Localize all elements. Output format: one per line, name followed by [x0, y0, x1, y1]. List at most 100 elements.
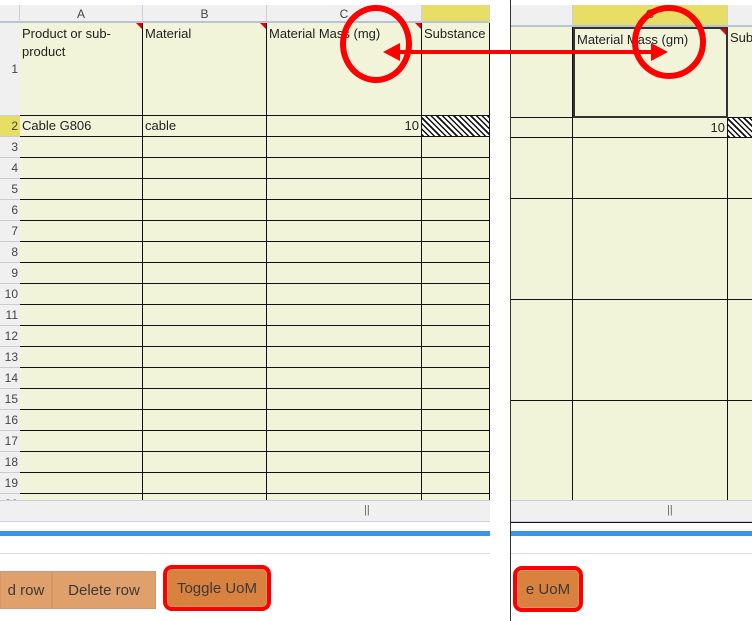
empty-cell[interactable] — [267, 200, 422, 221]
row-header-2[interactable] — [511, 118, 573, 138]
empty-cell[interactable] — [267, 158, 422, 179]
empty-cell[interactable] — [267, 368, 422, 389]
empty-cell[interactable] — [143, 200, 267, 221]
empty-cell[interactable] — [267, 410, 422, 431]
row-number[interactable]: 10 — [0, 284, 20, 305]
empty-cell[interactable] — [422, 200, 490, 221]
empty-cell[interactable] — [422, 431, 490, 452]
empty-cell[interactable] — [422, 284, 490, 305]
scroll-grip[interactable]: || — [667, 504, 673, 516]
empty-cell[interactable] — [267, 347, 422, 368]
row-header-1[interactable] — [511, 27, 573, 118]
empty-cell[interactable] — [20, 284, 143, 305]
header-cell-product[interactable]: Product or sub-product — [20, 23, 143, 116]
row-number[interactable]: 13 — [0, 347, 20, 368]
horizontal-scrollbar[interactable]: || — [511, 500, 752, 522]
empty-cell[interactable] — [143, 179, 267, 200]
empty-cell[interactable] — [143, 431, 267, 452]
row-number[interactable]: 12 — [0, 326, 20, 347]
empty-cell[interactable] — [267, 305, 422, 326]
empty-cell[interactable] — [422, 158, 490, 179]
empty-cell[interactable] — [422, 305, 490, 326]
empty-cell[interactable] — [20, 158, 143, 179]
empty-cell[interactable] — [20, 473, 143, 494]
empty-cell[interactable] — [20, 431, 143, 452]
empty-cell[interactable] — [20, 368, 143, 389]
row-number[interactable]: 15 — [0, 389, 20, 410]
empty-cell[interactable] — [422, 137, 490, 158]
row-number[interactable]: 18 — [0, 452, 20, 473]
empty-cell[interactable] — [20, 242, 143, 263]
empty-cell[interactable] — [267, 263, 422, 284]
empty-cell[interactable] — [422, 242, 490, 263]
empty-cell[interactable] — [422, 221, 490, 242]
cell-material[interactable]: cable — [143, 116, 267, 137]
empty-cell[interactable] — [267, 431, 422, 452]
empty-cell[interactable] — [267, 473, 422, 494]
empty-cell[interactable] — [20, 410, 143, 431]
empty-cell[interactable] — [267, 242, 422, 263]
empty-cell[interactable] — [267, 452, 422, 473]
column-header-a[interactable]: A — [20, 5, 143, 23]
header-cell-substance[interactable]: Subs — [728, 27, 752, 118]
delete-row-button[interactable]: Delete row — [52, 571, 156, 609]
empty-cell[interactable] — [143, 410, 267, 431]
empty-cell[interactable] — [20, 179, 143, 200]
empty-cell[interactable] — [20, 200, 143, 221]
empty-cell[interactable] — [143, 452, 267, 473]
empty-cell[interactable] — [422, 389, 490, 410]
column-header-d[interactable] — [728, 5, 752, 27]
header-cell-substance[interactable]: Substance — [422, 23, 490, 116]
empty-cell[interactable] — [20, 347, 143, 368]
empty-cell[interactable] — [143, 368, 267, 389]
row-number[interactable]: 17 — [0, 431, 20, 452]
empty-cell[interactable] — [20, 452, 143, 473]
column-header-d[interactable] — [422, 5, 490, 23]
row-number[interactable]: 8 — [0, 242, 20, 263]
empty-cell[interactable] — [267, 221, 422, 242]
row-number[interactable]: 9 — [0, 263, 20, 284]
toggle-uom-button[interactable]: Toggle UoM — [163, 565, 271, 611]
row-number-1[interactable]: 1 — [0, 23, 20, 116]
cell-mass[interactable]: 10 — [267, 116, 422, 137]
row-number[interactable]: 16 — [0, 410, 20, 431]
empty-cell[interactable] — [143, 242, 267, 263]
empty-cell[interactable] — [20, 326, 143, 347]
empty-cell[interactable] — [422, 368, 490, 389]
row-number[interactable]: 14 — [0, 368, 20, 389]
row-number[interactable]: 11 — [0, 305, 20, 326]
empty-cell[interactable] — [143, 389, 267, 410]
empty-cell[interactable] — [20, 137, 143, 158]
add-row-button[interactable]: d row — [0, 571, 52, 609]
empty-cell[interactable] — [20, 263, 143, 284]
empty-cell[interactable] — [143, 158, 267, 179]
row-number[interactable]: 6 — [0, 200, 20, 221]
empty-cell[interactable] — [143, 221, 267, 242]
scroll-grip[interactable]: || — [364, 504, 370, 516]
empty-cell[interactable] — [267, 389, 422, 410]
horizontal-scrollbar[interactable]: || — [0, 500, 490, 522]
row-number[interactable]: 5 — [0, 179, 20, 200]
row-number[interactable]: 7 — [0, 221, 20, 242]
empty-cell[interactable] — [422, 263, 490, 284]
empty-cell[interactable] — [143, 473, 267, 494]
row-number[interactable]: 4 — [0, 158, 20, 179]
empty-cell[interactable] — [422, 347, 490, 368]
row-number-2[interactable]: 2 — [0, 116, 20, 137]
empty-cell[interactable] — [422, 452, 490, 473]
empty-cell[interactable] — [143, 284, 267, 305]
empty-cell[interactable] — [143, 137, 267, 158]
empty-cell[interactable] — [422, 179, 490, 200]
select-all-corner[interactable] — [0, 5, 20, 23]
row-number[interactable]: 19 — [0, 473, 20, 494]
select-all-corner[interactable] — [511, 5, 573, 27]
header-cell-material[interactable]: Material — [143, 23, 267, 116]
empty-cell[interactable] — [143, 326, 267, 347]
row-number[interactable]: 3 — [0, 137, 20, 158]
empty-cell[interactable] — [267, 326, 422, 347]
empty-cell[interactable] — [143, 305, 267, 326]
cell-product[interactable]: Cable G806 — [20, 116, 143, 137]
empty-cell[interactable] — [267, 284, 422, 305]
empty-cell[interactable] — [422, 326, 490, 347]
empty-cell[interactable] — [267, 137, 422, 158]
